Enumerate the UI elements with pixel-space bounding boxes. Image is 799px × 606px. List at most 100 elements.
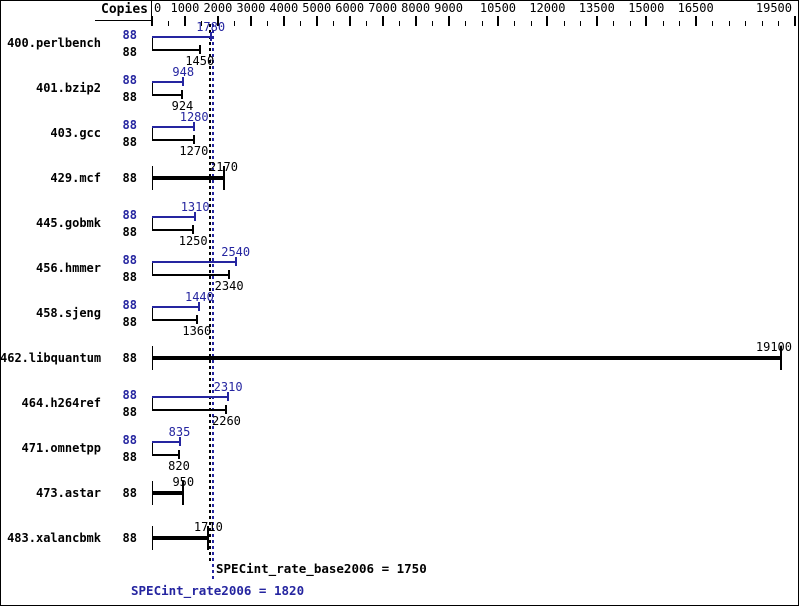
peak-bar bbox=[152, 441, 180, 443]
base-bar-endcap bbox=[195, 315, 198, 324]
copies-value-base: 88 bbox=[122, 450, 137, 464]
axis-minor-tick bbox=[481, 21, 483, 26]
copies-value-peak: 88 bbox=[122, 118, 137, 132]
copies-value-base: 88 bbox=[122, 45, 137, 59]
peak-value-label: 2310 bbox=[213, 380, 243, 394]
axis-tick-label: 10500 bbox=[479, 1, 517, 15]
axis-minor-tick bbox=[662, 21, 664, 26]
base-value-label: 19100 bbox=[755, 340, 792, 354]
peak-bar bbox=[152, 216, 196, 218]
axis-tick-label: 13500 bbox=[578, 1, 615, 15]
base-bar-endcap bbox=[228, 270, 231, 279]
copies-value-base: 88 bbox=[122, 405, 137, 419]
base-value-label: 2170 bbox=[209, 160, 238, 174]
axis-minor-tick bbox=[563, 21, 565, 26]
axis-minor-tick bbox=[168, 21, 170, 26]
axis-tick-label: 5000 bbox=[302, 1, 332, 15]
base-value-label: 820 bbox=[168, 459, 190, 473]
axis-major-tick bbox=[595, 16, 598, 26]
base-bar-endcap bbox=[178, 450, 181, 459]
peak-bar-endcap bbox=[178, 437, 181, 446]
base-bar bbox=[152, 49, 200, 51]
summary-peak-result: SPECint_rate2006 = 1820 bbox=[131, 583, 305, 598]
base-bar bbox=[152, 319, 197, 321]
base-value-label: 950 bbox=[172, 475, 195, 489]
copies-value-peak: 88 bbox=[122, 208, 137, 222]
benchmark-name: 429.mcf bbox=[50, 171, 101, 185]
axis-major-tick bbox=[282, 16, 285, 26]
peak-value-label: 1280 bbox=[179, 110, 209, 124]
peak-bar bbox=[152, 306, 200, 308]
axis-major-tick bbox=[151, 16, 153, 26]
axis-minor-tick bbox=[679, 21, 681, 26]
peak-reference-line bbox=[211, 24, 214, 582]
axis-minor-tick bbox=[432, 21, 434, 26]
peak-bar-endcap bbox=[227, 392, 230, 401]
base-value-label: 2260 bbox=[212, 414, 241, 428]
copies-value-peak: 88 bbox=[122, 433, 137, 447]
peak-bar-endcap bbox=[209, 32, 212, 41]
axis-tick-label: 2000 bbox=[203, 1, 233, 15]
axis-major-tick bbox=[381, 16, 384, 26]
base-bar bbox=[152, 274, 230, 276]
base-bar-endcap bbox=[198, 45, 201, 54]
base-value-label: 924 bbox=[171, 99, 194, 113]
peak-bar bbox=[152, 396, 229, 398]
copies-header-underline bbox=[95, 20, 152, 21]
axis-minor-tick bbox=[465, 21, 467, 26]
axis-minor-tick bbox=[629, 21, 631, 26]
axis-tick-label: 15000 bbox=[628, 1, 665, 15]
axis-tick-label: 7000 bbox=[368, 1, 398, 15]
peak-bar bbox=[152, 126, 195, 128]
benchmark-name: 403.gcc bbox=[50, 126, 101, 140]
axis-tick-label: 16500 bbox=[677, 1, 714, 15]
bar-start-bracket bbox=[152, 216, 153, 231]
peak-bar-endcap bbox=[193, 122, 196, 131]
axis-major-tick bbox=[645, 16, 648, 26]
benchmark-name: 456.hmmer bbox=[35, 261, 101, 275]
axis-minor-tick bbox=[761, 21, 763, 26]
copies-value-base: 88 bbox=[122, 171, 137, 185]
axis-minor-tick bbox=[201, 21, 203, 26]
peak-bar bbox=[152, 81, 184, 83]
base-bar-endcap bbox=[192, 225, 195, 234]
bar-start-bracket bbox=[152, 441, 153, 456]
base-bar bbox=[152, 229, 194, 231]
axis-major-tick bbox=[447, 16, 450, 26]
axis-tick-label: 9000 bbox=[434, 1, 463, 15]
axis-major-tick bbox=[348, 16, 351, 26]
base-value-label: 1450 bbox=[185, 54, 215, 68]
axis-tick-label: 6000 bbox=[335, 1, 365, 15]
axis-major-tick bbox=[183, 16, 186, 26]
axis-major-tick bbox=[793, 16, 796, 26]
bar-start-bracket bbox=[152, 81, 153, 96]
base-bar-endcap bbox=[222, 166, 225, 190]
copies-value-peak: 88 bbox=[122, 253, 137, 267]
copies-value-peak: 88 bbox=[122, 388, 137, 402]
copies-value-peak: 88 bbox=[122, 298, 137, 312]
axis-minor-tick bbox=[712, 21, 714, 26]
axis-tick-label: 3000 bbox=[236, 1, 266, 15]
base-bar-endcap bbox=[182, 481, 185, 505]
peak-bar-endcap bbox=[194, 212, 197, 221]
benchmark-name: 462.libquantum bbox=[0, 351, 102, 365]
axis-minor-tick bbox=[613, 21, 615, 26]
peak-value-label: 835 bbox=[168, 425, 191, 439]
axis-tick-label: 12000 bbox=[529, 1, 566, 15]
axis-minor-tick bbox=[300, 21, 302, 26]
benchmark-name: 445.gobmk bbox=[35, 216, 101, 230]
base-bar bbox=[152, 139, 194, 141]
axis-major-tick bbox=[216, 16, 219, 26]
axis-tick-label: 8000 bbox=[401, 1, 431, 15]
summary-base-result: SPECint_rate_base2006 = 1750 bbox=[216, 561, 427, 576]
copies-value-peak: 88 bbox=[122, 73, 137, 87]
benchmark-name: 471.omnetpp bbox=[21, 441, 101, 455]
peak-bar-endcap bbox=[234, 257, 237, 266]
peak-bar bbox=[152, 261, 236, 263]
axis-minor-tick bbox=[514, 21, 516, 26]
bar-start-bracket bbox=[152, 126, 153, 141]
bar-start-bracket bbox=[152, 396, 153, 411]
copies-value-base: 88 bbox=[122, 225, 137, 239]
peak-value-label: 2540 bbox=[221, 245, 251, 259]
